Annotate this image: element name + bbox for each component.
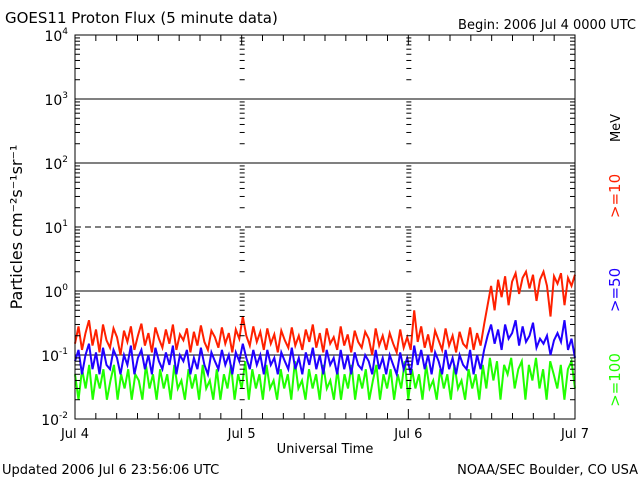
y-axis-label: Particles cm⁻²s⁻¹sr⁻¹	[7, 145, 26, 310]
y-tick-exponent: 1	[62, 219, 68, 229]
grid	[75, 98, 575, 356]
chart-title: GOES11 Proton Flux (5 minute data)	[5, 9, 278, 27]
y-tick-label: 102	[44, 155, 68, 173]
y-tick-base: 10	[41, 413, 59, 429]
series-line-gte50	[74, 319, 576, 379]
y-tick-exponent: 3	[62, 91, 68, 101]
y-tick-exponent: 2	[62, 155, 68, 165]
y-tick-exponent: -2	[59, 411, 68, 421]
x-tick-label: Jul 4	[60, 427, 89, 442]
legend-label: >=100	[606, 353, 624, 407]
x-tick-label: Jul 7	[560, 427, 589, 442]
y-tick-exponent: 0	[62, 283, 68, 293]
x-tick-label: Jul 5	[227, 427, 256, 442]
y-tick-label: 10-1	[41, 347, 68, 365]
y-tick-label: 101	[44, 219, 68, 237]
series-line-gte10	[74, 268, 576, 357]
axes: Jul 4 Jul 5 Jul 6 Jul 710410310210110010-11…	[41, 27, 589, 442]
legend-label: >=50	[606, 268, 624, 312]
x-tick-label: Jul 6	[393, 427, 422, 442]
series-line-gte100	[74, 357, 576, 400]
source-credit: NOAA/SEC Boulder, CO USA	[457, 463, 638, 478]
y-tick-label: 10-2	[41, 411, 68, 429]
units-label: MeV	[609, 114, 624, 142]
x-axis-label: Universal Time	[277, 442, 374, 457]
y-tick-exponent: -1	[59, 347, 68, 357]
y-tick-base: 10	[44, 93, 62, 109]
begin-time: Begin: 2006 Jul 4 0000 UTC	[458, 18, 636, 33]
series-lines	[74, 268, 576, 400]
y-tick-base: 10	[44, 157, 62, 173]
updated-timestamp: Updated 2006 Jul 6 23:56:06 UTC	[2, 463, 219, 478]
y-tick-exponent: 4	[62, 27, 68, 37]
y-tick-label: 104	[44, 27, 68, 45]
y-tick-base: 10	[44, 285, 62, 301]
legend: >=10 >=50 >=100 MeV	[606, 114, 624, 407]
y-tick-base: 10	[44, 29, 62, 45]
y-tick-label: 100	[44, 283, 68, 301]
y-tick-base: 10	[44, 221, 62, 237]
y-tick-base: 10	[41, 349, 59, 365]
y-tick-label: 103	[44, 91, 68, 109]
legend-label: >=10	[606, 174, 624, 218]
